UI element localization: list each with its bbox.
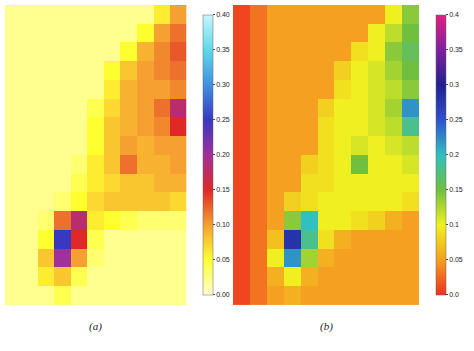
svg-text:(a): (a) [89, 320, 102, 333]
svg-text:0.15: 0.15 [216, 186, 230, 193]
svg-text:0.0: 0.0 [449, 291, 459, 298]
svg-text:0.05: 0.05 [216, 256, 230, 263]
svg-text:0.10: 0.10 [216, 221, 230, 228]
svg-text:0.40: 0.40 [216, 11, 230, 18]
svg-text:0.05: 0.05 [449, 256, 463, 263]
svg-text:0.35: 0.35 [449, 46, 463, 53]
svg-text:0.1: 0.1 [449, 221, 459, 228]
svg-text:0.3: 0.3 [449, 81, 459, 88]
svg-text:0.30: 0.30 [216, 81, 230, 88]
svg-text:0.35: 0.35 [216, 46, 230, 53]
svg-text:0.00: 0.00 [216, 291, 230, 298]
svg-text:0.15: 0.15 [449, 186, 463, 193]
svg-text:0.25: 0.25 [216, 116, 230, 123]
svg-text:0.20: 0.20 [216, 151, 230, 158]
svg-text:0.4: 0.4 [449, 11, 459, 18]
svg-text:0.25: 0.25 [449, 116, 463, 123]
svg-text:(b): (b) [320, 320, 333, 333]
svg-text:0.2: 0.2 [449, 151, 459, 158]
